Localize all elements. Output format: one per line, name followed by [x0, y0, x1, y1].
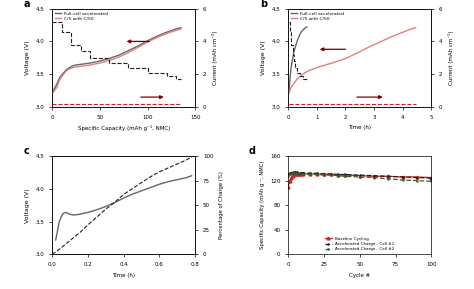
X-axis label: Time (h): Time (h) [112, 273, 135, 277]
Line: Accelerated Charge - Cell #1: Accelerated Charge - Cell #1 [287, 171, 432, 179]
X-axis label: Specific Capacity (mAh g⁻¹, NMC): Specific Capacity (mAh g⁻¹, NMC) [78, 125, 170, 131]
Baseline Cycling [300, 172, 305, 176]
Accelerated Charge - Cell #2 [285, 174, 291, 177]
Text: c: c [24, 146, 29, 156]
Baseline Cycling [371, 175, 377, 178]
Accelerated Charge - Cell #1 [321, 172, 327, 176]
Baseline Cycling [290, 174, 295, 177]
Accelerated Charge - Cell #1 [328, 172, 334, 176]
Accelerated Charge - Cell #1 [292, 170, 298, 174]
Legend: Full-cell accelerated, C/5 with C/50: Full-cell accelerated, C/5 with C/50 [291, 11, 345, 22]
Line: Accelerated Charge - Cell #2: Accelerated Charge - Cell #2 [287, 172, 432, 182]
Baseline Cycling [385, 175, 391, 178]
Accelerated Charge - Cell #2 [298, 172, 304, 176]
Accelerated Charge - Cell #2 [414, 179, 420, 182]
Accelerated Charge - Cell #1 [285, 173, 291, 176]
Baseline Cycling [400, 175, 406, 179]
Baseline Cycling [336, 173, 341, 177]
Accelerated Charge - Cell #2 [314, 173, 319, 176]
Baseline Cycling [287, 179, 292, 182]
Accelerated Charge - Cell #2 [290, 171, 295, 175]
Accelerated Charge - Cell #2 [292, 171, 298, 175]
Baseline Cycling [314, 172, 319, 176]
X-axis label: Time (h): Time (h) [348, 125, 371, 130]
Accelerated Charge - Cell #2 [428, 179, 434, 183]
Baseline Cycling [294, 172, 300, 176]
Accelerated Charge - Cell #1 [307, 171, 312, 175]
Legend: Full-cell accelerated, C/5 with C/50: Full-cell accelerated, C/5 with C/50 [55, 11, 109, 22]
Y-axis label: Specific Capacity (mAh g⁻¹, NMC): Specific Capacity (mAh g⁻¹, NMC) [260, 161, 264, 249]
Accelerated Charge - Cell #1 [297, 171, 302, 174]
X-axis label: Cycle #: Cycle # [349, 273, 370, 277]
Baseline Cycling [307, 172, 312, 176]
Accelerated Charge - Cell #2 [385, 177, 391, 181]
Accelerated Charge - Cell #1 [298, 171, 304, 174]
Line: Baseline Cycling: Baseline Cycling [287, 173, 433, 188]
Y-axis label: Voltage (V): Voltage (V) [261, 40, 266, 75]
Accelerated Charge - Cell #1 [294, 170, 300, 174]
Accelerated Charge - Cell #2 [336, 174, 341, 177]
Accelerated Charge - Cell #1 [414, 176, 420, 179]
Accelerated Charge - Cell #2 [295, 172, 301, 176]
Accelerated Charge - Cell #1 [295, 171, 301, 174]
Legend: Baseline Cycling, Accelerated Charge - Cell #1, Accelerated Charge - Cell #2: Baseline Cycling, Accelerated Charge - C… [325, 236, 395, 252]
Accelerated Charge - Cell #2 [321, 173, 327, 177]
Baseline Cycling [343, 173, 348, 177]
Y-axis label: Current (mAh cm⁻²): Current (mAh cm⁻²) [448, 31, 454, 85]
Accelerated Charge - Cell #2 [288, 172, 294, 176]
Accelerated Charge - Cell #2 [371, 176, 377, 179]
Y-axis label: Current (mAh cm⁻²): Current (mAh cm⁻²) [212, 31, 218, 85]
Accelerated Charge - Cell #1 [428, 176, 434, 180]
Accelerated Charge - Cell #2 [307, 173, 312, 176]
Baseline Cycling [414, 175, 420, 179]
Baseline Cycling [291, 173, 297, 176]
Accelerated Charge - Cell #1 [371, 174, 377, 177]
Accelerated Charge - Cell #2 [287, 173, 292, 176]
Text: a: a [24, 0, 30, 9]
Text: d: d [248, 146, 255, 156]
Accelerated Charge - Cell #1 [300, 171, 305, 174]
Baseline Cycling [297, 172, 302, 176]
Accelerated Charge - Cell #1 [290, 170, 295, 174]
Y-axis label: Percentage of Charge (%): Percentage of Charge (%) [219, 171, 224, 239]
Accelerated Charge - Cell #1 [357, 173, 363, 177]
Text: b: b [260, 0, 267, 9]
Accelerated Charge - Cell #1 [343, 173, 348, 176]
Accelerated Charge - Cell #1 [291, 170, 297, 174]
Baseline Cycling [298, 172, 304, 176]
Accelerated Charge - Cell #2 [300, 173, 305, 176]
Y-axis label: Voltage (V): Voltage (V) [25, 40, 30, 75]
Baseline Cycling [285, 185, 291, 188]
Baseline Cycling [295, 172, 301, 176]
Y-axis label: Voltage (V): Voltage (V) [25, 188, 30, 223]
Baseline Cycling [292, 172, 298, 176]
Baseline Cycling [328, 173, 334, 176]
Accelerated Charge - Cell #1 [287, 171, 292, 175]
Accelerated Charge - Cell #1 [288, 171, 294, 174]
Accelerated Charge - Cell #2 [297, 172, 302, 176]
Baseline Cycling [428, 176, 434, 179]
Accelerated Charge - Cell #1 [336, 173, 341, 176]
Accelerated Charge - Cell #2 [343, 175, 348, 178]
Baseline Cycling [321, 173, 327, 176]
Accelerated Charge - Cell #1 [314, 171, 319, 175]
Accelerated Charge - Cell #2 [328, 173, 334, 177]
Accelerated Charge - Cell #1 [385, 175, 391, 178]
Accelerated Charge - Cell #1 [400, 175, 406, 179]
Accelerated Charge - Cell #2 [400, 178, 406, 182]
Accelerated Charge - Cell #2 [357, 175, 363, 179]
Baseline Cycling [288, 176, 294, 179]
Baseline Cycling [357, 174, 363, 177]
Accelerated Charge - Cell #2 [291, 171, 297, 175]
Accelerated Charge - Cell #2 [294, 171, 300, 175]
